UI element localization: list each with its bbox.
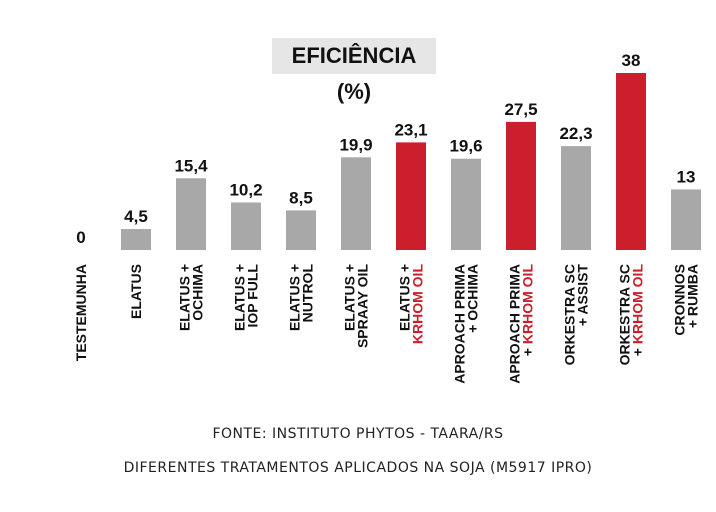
category-label-part: + [630,344,646,356]
category-label: OCHIMA [190,264,206,321]
chart-title: EFICIÊNCIA (%) [291,43,417,104]
source-note: FONTE: INSTITUTO PHYTOS - TAARA/RS [212,426,504,442]
category-label: TESTEMUNHA [73,264,89,361]
category-label: + ASSIST [575,264,591,327]
category-label: SPRAAY OIL [355,264,371,348]
category-label: + KRHOM OIL [520,264,536,357]
category-label: KRHOM OIL [410,264,426,345]
data-label: 10,2 [229,180,262,199]
data-label: 27,5 [504,100,537,119]
category-label: ELATUS + [177,264,193,331]
bar [451,158,481,250]
data-label: 8,5 [289,188,313,207]
data-label: 0 [76,228,85,247]
category-label: + KRHOM OIL [630,264,646,357]
category-label: ELATUS [128,264,144,319]
category-label: ELATUS + [232,264,248,331]
data-label: 13 [677,167,696,186]
category-label: NUTROL [300,264,316,323]
title-background [272,38,436,74]
bar [396,142,426,250]
chart-caption: DIFERENTES TRATAMENTOS APLICADOS NA SOJA… [123,460,593,476]
bar [231,202,261,250]
category-label: ORKESTRA SC [617,264,633,365]
bar [341,157,371,250]
data-label: 38 [622,51,641,70]
data-label: 23,1 [394,120,427,139]
bar [561,146,591,250]
data-label: 19,9 [339,135,372,154]
category-label: CRONNOS [672,264,688,336]
bar [176,178,206,250]
category-label: ELATUS + [397,264,413,331]
data-label: 15,4 [174,156,208,175]
bar [616,73,646,250]
category-label: + OCHIMA [465,264,481,333]
category-label: APROACH PRIMA [507,264,523,384]
category-label: IOP FULL [245,264,261,328]
data-label: 19,6 [449,137,482,156]
data-label: 4,5 [124,207,148,226]
category-label: ORKESTRA SC [562,264,578,365]
bar [506,121,536,250]
bar [121,229,151,250]
category-label: ELATUS + [342,264,358,331]
category-label-highlight: KRHOM OIL [520,264,536,345]
category-label: + RUMBA [685,264,701,328]
category-label-highlight: KRHOM OIL [630,264,646,345]
data-label: 22,3 [559,124,592,143]
category-label-part: + [520,344,536,356]
bar [671,189,701,250]
category-label: APROACH PRIMA [452,264,468,384]
category-label: ELATUS + [287,264,303,331]
bar [286,210,316,250]
